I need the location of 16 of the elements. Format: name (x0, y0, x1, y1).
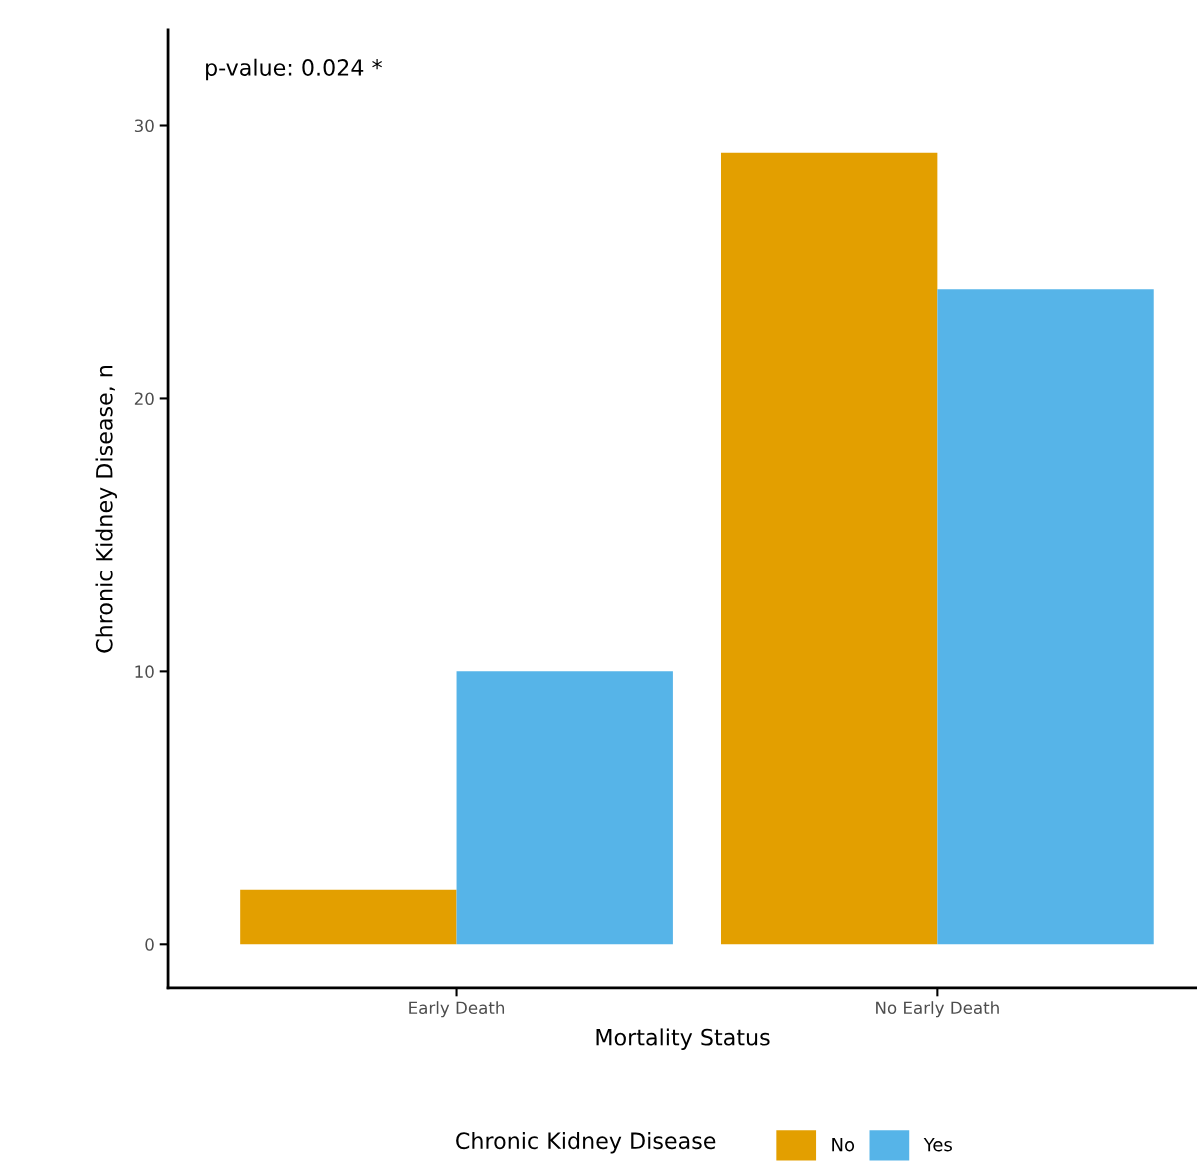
bar (720, 152, 938, 945)
y-tick-label: 10 (135, 665, 154, 678)
bar (240, 889, 457, 945)
bar (937, 289, 1154, 945)
y-tick-label: 0 (145, 938, 154, 951)
x-tick-label: No Early Death (876, 1001, 999, 1018)
y-axis-title: Chronic Kidney Disease, n (95, 365, 117, 653)
bar (456, 671, 673, 945)
x-tick-label: Early Death (409, 1001, 505, 1018)
y-tick-label: 20 (134, 392, 154, 406)
legend-title: Chronic Kidney Disease (456, 1131, 716, 1154)
y-tick-label: 30 (134, 119, 154, 133)
legend-label: No (832, 1137, 855, 1152)
legend-label: Yes (923, 1137, 952, 1152)
annotation: p-value: 0.024 * (206, 58, 382, 81)
x-axis-title: Mortality Status (596, 1028, 770, 1050)
